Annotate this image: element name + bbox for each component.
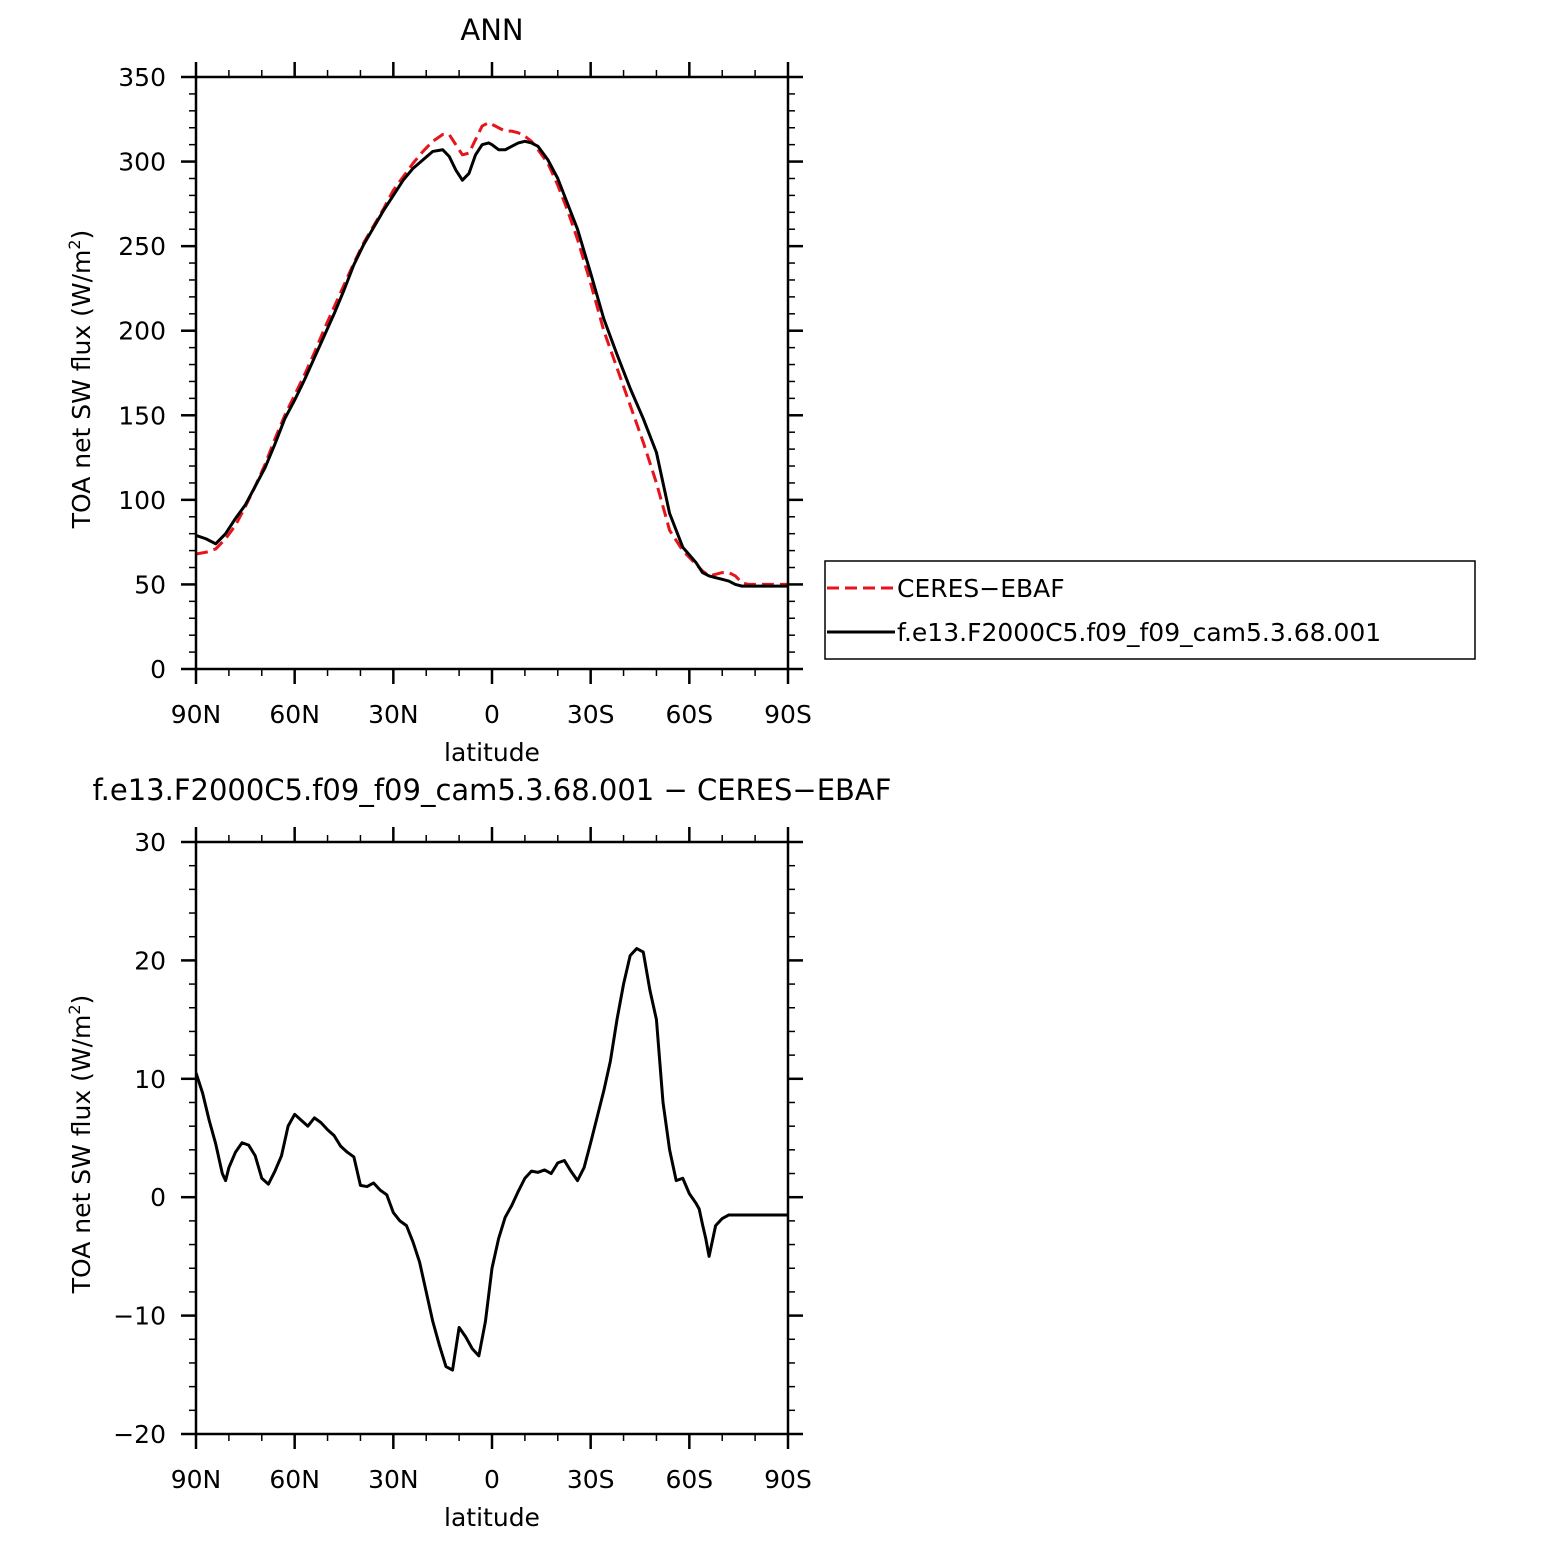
y-tick-label: 250: [118, 232, 166, 261]
x-tick-label: 90S: [764, 700, 812, 729]
x-tick-label: 60N: [269, 1465, 320, 1494]
y-tick-label: 150: [118, 401, 166, 430]
series-line-ceres-ebaf: [196, 121, 788, 586]
y-tick-label: 10: [134, 1065, 166, 1094]
x-tick-label: 60N: [269, 700, 320, 729]
x-tick-label: 30N: [368, 700, 419, 729]
y-tick-label: 0: [150, 1183, 166, 1212]
series-group: [196, 947, 788, 1372]
x-tick-label: 60S: [665, 1465, 713, 1494]
y-axis-title: TOA net SW flux (W/m2): [65, 230, 96, 530]
y-tick-label: 30: [134, 828, 166, 857]
y-tick-label: 50: [134, 570, 166, 599]
y-tick-label: 200: [118, 317, 166, 346]
y-tick-label: −10: [113, 1302, 166, 1331]
y-axis-title-main: TOA net SW flux (W/m: [67, 250, 96, 530]
x-tick-label: 30S: [567, 1465, 615, 1494]
x-tick-label: 30N: [368, 1465, 419, 1494]
x-tick-label: 90N: [171, 1465, 222, 1494]
y-axis-title-close: ): [67, 230, 96, 240]
legend-label-model: f.e13.F2000C5.f09_f09_cam5.3.68.001: [897, 618, 1381, 647]
chart-title: ANN: [460, 13, 523, 47]
x-tick-label: 60S: [665, 700, 713, 729]
bottom-chart: f.e13.F2000C5.f09_f09_cam5.3.68.001 − CE…: [65, 773, 891, 1532]
plot-frame: [194, 75, 790, 671]
x-tick-label: 0: [484, 1465, 500, 1494]
y-tick-label: 20: [134, 946, 166, 975]
top-chart: ANN 0 50 100 150 200 250 300 350 90N 60N 30N 0 30S 60S…: [65, 13, 812, 767]
series-line-model: [196, 139, 788, 588]
difference-title: f.e13.F2000C5.f09_f09_cam5.3.68.001 − CE…: [93, 773, 892, 807]
y-tick-label: 350: [118, 63, 166, 92]
x-tick-label: 90N: [171, 700, 222, 729]
y-tick-label: 0: [150, 655, 166, 684]
y-tick-label: 300: [118, 148, 166, 177]
y-tick-label: −20: [113, 1420, 166, 1449]
y-axis-title-superscript: 2: [65, 239, 84, 249]
x-tick-label: 30S: [567, 700, 615, 729]
legend-label-ceres-ebaf: CERES−EBAF: [897, 574, 1065, 603]
y-axis-title-main: TOA net SW flux (W/m: [67, 1015, 96, 1295]
x-tick-label: 0: [484, 700, 500, 729]
x-axis-title: latitude: [444, 738, 540, 767]
y-axis-title-close: ): [67, 995, 96, 1005]
series-group: [196, 121, 788, 588]
x-tick-label: 90S: [764, 1465, 812, 1494]
y-axis-title: TOA net SW flux (W/m2): [65, 995, 96, 1295]
legend-box: [824, 560, 1476, 660]
y-tick-label: 100: [118, 486, 166, 515]
series-line-difference: [196, 947, 788, 1372]
y-axis-title-superscript: 2: [65, 1004, 84, 1014]
x-axis-title: latitude: [444, 1503, 540, 1532]
legend: CERES−EBAF f.e13.F2000C5.f09_f09_cam5.3.6…: [824, 560, 1476, 660]
